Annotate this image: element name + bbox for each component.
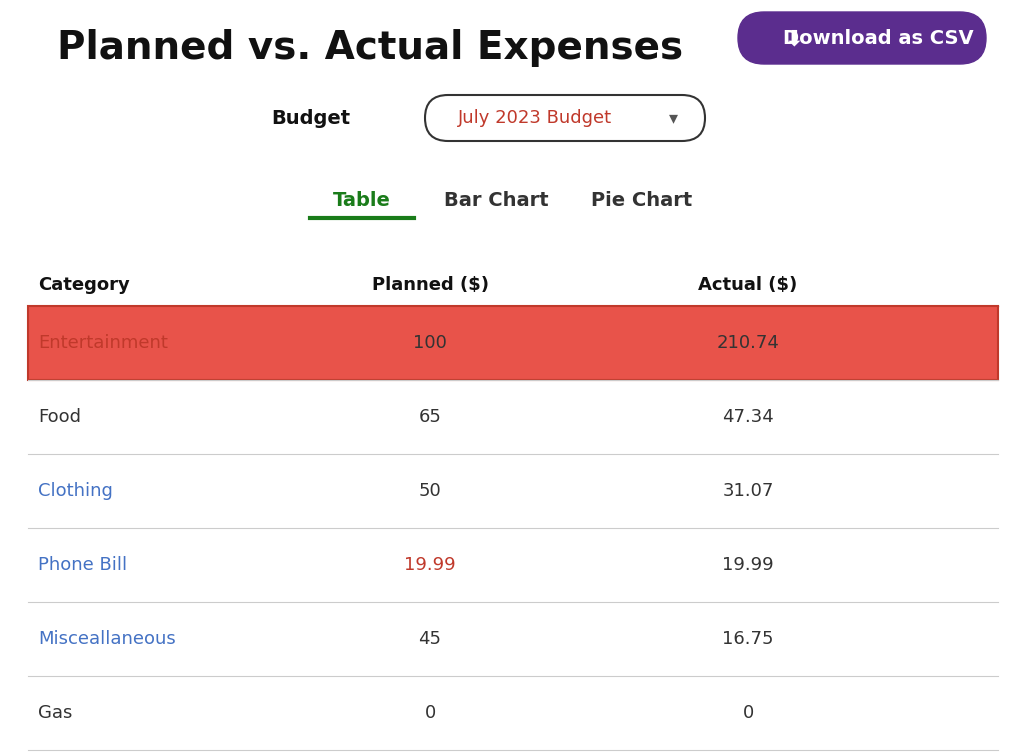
Text: 45: 45 <box>419 630 441 648</box>
Text: 210.74: 210.74 <box>716 334 780 352</box>
Text: Entertainment: Entertainment <box>38 334 168 352</box>
Text: Pie Chart: Pie Chart <box>591 191 693 209</box>
Text: 0: 0 <box>743 704 754 722</box>
Text: Table: Table <box>333 191 391 209</box>
Text: 65: 65 <box>419 408 441 426</box>
Text: Download as CSV: Download as CSV <box>783 29 974 48</box>
Text: Phone Bill: Phone Bill <box>38 556 127 574</box>
Text: 19.99: 19.99 <box>722 556 774 574</box>
Text: 50: 50 <box>419 482 441 500</box>
Text: ▾: ▾ <box>669 109 677 127</box>
Bar <box>28 306 998 380</box>
Text: Planned ($): Planned ($) <box>371 276 488 294</box>
Text: 100: 100 <box>413 334 447 352</box>
FancyBboxPatch shape <box>738 12 986 64</box>
Text: July 2023 Budget: July 2023 Budget <box>458 109 613 127</box>
Text: Planned vs. Actual Expenses: Planned vs. Actual Expenses <box>56 29 683 67</box>
Text: Category: Category <box>38 276 129 294</box>
Text: 19.99: 19.99 <box>404 556 456 574</box>
Text: Gas: Gas <box>38 704 73 722</box>
Text: 0: 0 <box>425 704 436 722</box>
Text: Misceallaneous: Misceallaneous <box>38 630 175 648</box>
FancyBboxPatch shape <box>425 95 705 141</box>
Text: 16.75: 16.75 <box>722 630 774 648</box>
Text: Actual ($): Actual ($) <box>699 276 797 294</box>
Text: Budget: Budget <box>271 109 350 128</box>
Text: Clothing: Clothing <box>38 482 113 500</box>
Text: 31.07: 31.07 <box>722 482 774 500</box>
Text: 47.34: 47.34 <box>722 408 774 426</box>
Text: ⬇: ⬇ <box>785 29 803 49</box>
Text: Food: Food <box>38 408 81 426</box>
Text: Bar Chart: Bar Chart <box>443 191 548 209</box>
